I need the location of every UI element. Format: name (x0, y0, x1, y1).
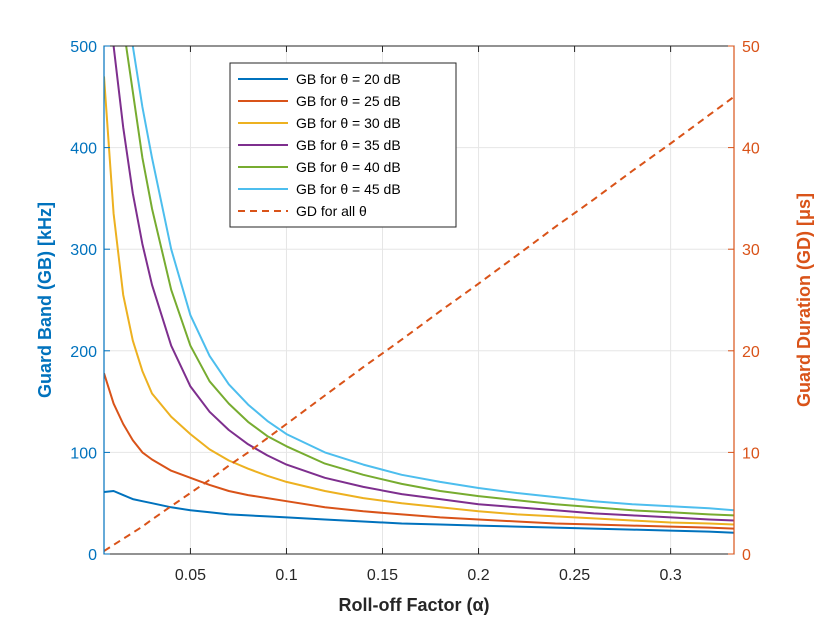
y-right-tick-label: 0 (742, 547, 751, 564)
series-line-6 (131, 46, 734, 512)
y-axis-left-label: Guard Band (GB) [kHz] (35, 202, 55, 398)
series-line-4 (112, 46, 734, 522)
x-axis-label: Roll-off Factor (α) (338, 595, 489, 615)
x-tick-label: 0.25 (559, 567, 590, 584)
y-right-tick-label: 20 (742, 344, 760, 361)
legend: GB for θ = 20 dB GB for θ = 25 dB GB for θ… (229, 62, 457, 228)
y-right-tick-label: 30 (742, 242, 760, 259)
series-line-3 (104, 76, 734, 526)
x-tick-label: 0.15 (367, 567, 398, 584)
x-tick-label: 0.1 (275, 567, 297, 584)
y-axis-right-label: Guard Duration (GD) [μs] (794, 193, 814, 407)
series-line-1 (104, 490, 734, 534)
x-tick-label: 0.2 (467, 567, 489, 584)
axes: 0.05 0.1 0.15 0.2 0.25 0.3 0 100 200 300 400 500 0 10… (70, 39, 760, 584)
legend-label-6: GB for θ = 45 dB (296, 181, 401, 197)
y-left-tick-label: 200 (70, 344, 97, 361)
legend-label-1: GB for θ = 20 dB (296, 71, 401, 87)
legend-label-2: GB for θ = 25 dB (296, 93, 401, 109)
y-left-tick-label: 300 (70, 242, 97, 259)
series-line-5 (125, 46, 734, 517)
x-tick-label: 0.3 (659, 567, 681, 584)
legend-label-5: GB for θ = 40 dB (296, 159, 401, 175)
y-left-tick-label: 400 (70, 141, 97, 158)
series-line-7 (104, 95, 734, 552)
series-line-2 (104, 372, 734, 530)
y-right-tick-label: 40 (742, 141, 760, 158)
x-tick-label: 0.05 (175, 567, 206, 584)
y-left-tick-label: 500 (70, 39, 97, 56)
y-left-tick-label: 0 (88, 547, 97, 564)
y-right-tick-label: 10 (742, 445, 760, 462)
series-layer (104, 46, 734, 552)
legend-label-3: GB for θ = 30 dB (296, 115, 401, 131)
legend-label-4: GB for θ = 35 dB (296, 137, 401, 153)
legend-label-7: GD for all θ (296, 203, 367, 219)
y-right-tick-label: 50 (742, 39, 760, 56)
y-left-tick-label: 100 (70, 445, 97, 462)
